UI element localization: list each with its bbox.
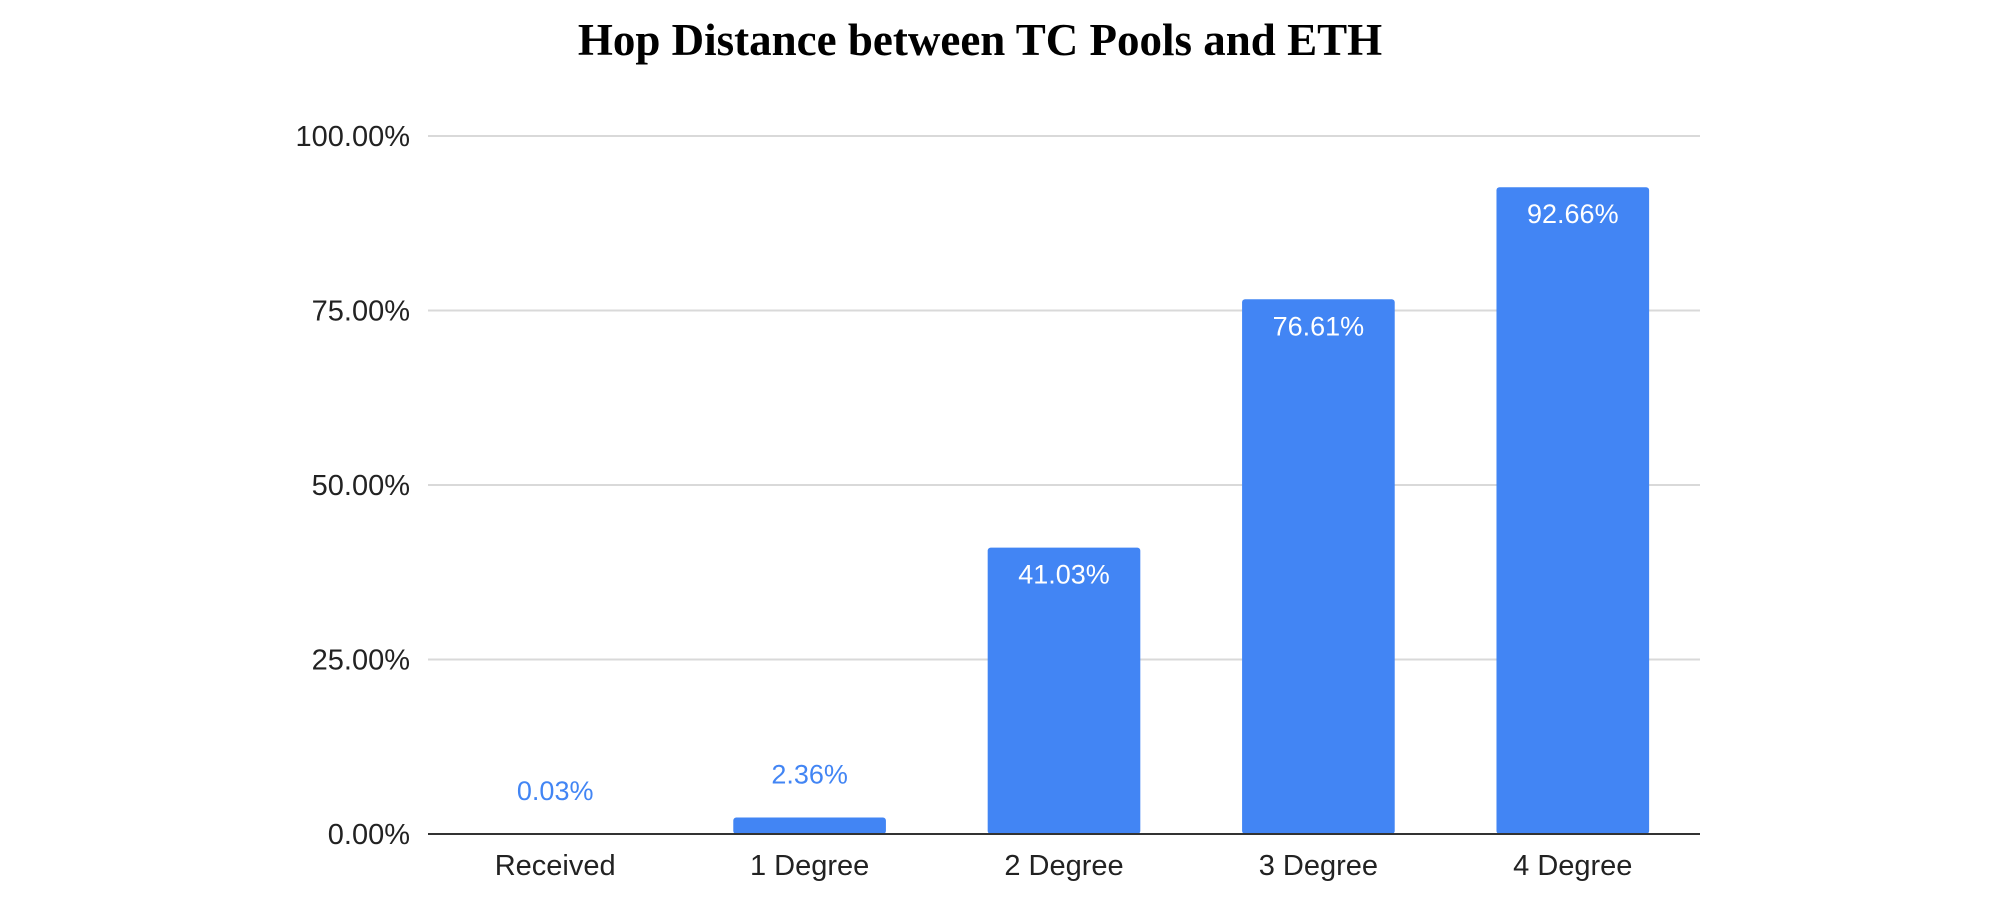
bar	[987, 547, 1141, 834]
x-category-label: 1 Degree	[750, 850, 869, 882]
y-axis-ticks: 0.00% 25.00% 50.00% 75.00% 100.00%	[296, 121, 411, 851]
data-label: 92.66%	[1527, 199, 1619, 229]
data-label: 2.36%	[771, 760, 848, 790]
bar	[1496, 187, 1650, 834]
y-tick-label: 25.00%	[312, 645, 410, 677]
x-axis-categories: Received 1 Degree 2 Degree 3 Degree 4 Degree	[495, 850, 1633, 882]
chart-title: Hop Distance between TC Pools and ETH	[577, 15, 1383, 65]
bars	[478, 187, 1650, 834]
bar	[1242, 299, 1395, 834]
x-category-label: 2 Degree	[1004, 850, 1123, 882]
data-labels: 0.03% 2.36% 41.03% 76.61% 92.66%	[517, 199, 1619, 806]
x-category-label: 3 Degree	[1259, 850, 1378, 882]
data-label: 41.03%	[1018, 560, 1110, 590]
gridlines	[428, 135, 1700, 661]
data-label: 0.03%	[517, 776, 594, 806]
bar	[733, 817, 886, 834]
y-tick-label: 0.00%	[328, 819, 410, 851]
y-tick-label: 50.00%	[312, 470, 410, 502]
data-label: 76.61%	[1273, 311, 1365, 341]
x-category-label: Received	[495, 850, 616, 882]
y-tick-label: 100.00%	[296, 121, 411, 153]
x-category-label: 4 Degree	[1513, 850, 1632, 882]
y-tick-label: 75.00%	[312, 296, 410, 328]
